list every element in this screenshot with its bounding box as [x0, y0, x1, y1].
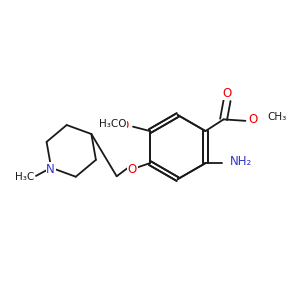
Text: O: O	[119, 119, 129, 132]
Text: NH₂: NH₂	[230, 155, 253, 168]
Text: H₃C: H₃C	[15, 172, 34, 182]
Text: H₃CO: H₃CO	[99, 119, 127, 129]
Text: O: O	[128, 163, 137, 176]
Text: N: N	[46, 163, 55, 176]
Text: O: O	[223, 87, 232, 100]
Text: O: O	[248, 113, 258, 126]
Text: CH₃: CH₃	[267, 112, 286, 122]
